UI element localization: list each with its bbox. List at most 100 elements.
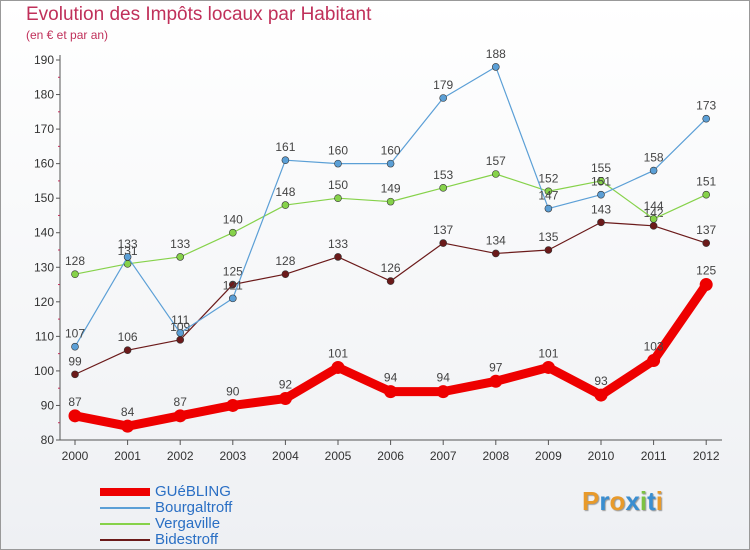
data-label-bourgaltroff: 179 [433,78,453,92]
data-label-bidestroff: 128 [275,254,295,268]
data-point-vergaville [281,201,290,209]
x-tick-label: 2001 [114,449,141,463]
data-point-vergaville [702,190,711,199]
data-label-bourgaltroff: 151 [591,175,611,189]
legend-item-bourgaltroff: Bourgaltroff [100,500,350,516]
legend-swatch [100,507,150,509]
data-label-bidestroff: 134 [486,233,506,247]
data-point-gu-bling [647,354,661,368]
data-point-bidestroff [597,218,605,227]
data-point-bidestroff [123,346,132,354]
data-label-bidestroff: 133 [328,237,348,251]
legend-swatch [100,539,150,541]
x-tick-label: 2010 [588,449,615,463]
data-point-bourgaltroff [281,156,290,164]
legend-item-vergaville: Vergaville [100,516,350,532]
data-label-bourgaltroff: 161 [275,140,295,154]
data-point-bidestroff [544,246,553,254]
data-label-gu-bling: 94 [384,371,398,385]
data-label-bourgaltroff: 111 [171,313,190,327]
data-point-bourgaltroff [176,329,184,337]
legend-label: GUéBLING [155,483,231,500]
data-point-vergaville [71,270,79,278]
data-label-vergaville: 133 [170,237,190,251]
y-tick-label: 150 [34,191,54,205]
data-point-bourgaltroff [649,166,658,175]
x-tick-label: 2003 [219,449,246,463]
data-label-bourgaltroff: 160 [328,144,348,158]
legend-item-gu-bling: GUéBLING [100,484,350,500]
data-label-bourgaltroff: 188 [486,47,506,61]
data-point-gu-bling [541,360,555,374]
y-tick-label: 100 [34,364,54,378]
data-point-vergaville [176,253,184,261]
chart-subtitle: (en € et par an) [26,28,109,42]
legend-swatch [100,488,150,496]
data-point-bourgaltroff [544,204,553,213]
data-label-vergaville: 151 [696,175,716,189]
data-label-bidestroff: 109 [170,320,190,334]
data-point-bidestroff [491,249,500,258]
data-label-bourgaltroff: 121 [223,278,243,292]
legend-label: Vergaville [155,515,221,532]
data-label-gu-bling: 101 [538,346,558,360]
data-label-vergaville: 152 [538,171,558,185]
data-point-gu-bling [121,419,135,433]
data-point-gu-bling [436,385,450,399]
data-label-bourgaltroff: 107 [65,327,85,341]
data-point-bidestroff [281,270,290,278]
data-point-bourgaltroff [439,94,448,102]
x-tick-label: 2006 [377,449,404,463]
data-label-vergaville: 157 [486,154,506,168]
data-point-bidestroff [386,277,395,285]
x-tick-label: 2005 [325,449,352,463]
data-point-vergaville [597,177,605,185]
data-point-vergaville [649,215,658,223]
series-line-bourgaltroff [74,66,707,348]
data-point-bourgaltroff [702,114,711,123]
data-point-gu-bling [68,409,82,423]
data-label-vergaville: 155 [591,161,611,175]
data-point-bidestroff [649,222,658,230]
data-label-gu-bling: 87 [174,395,188,409]
data-label-gu-bling: 125 [696,264,716,278]
data-label-gu-bling: 94 [437,371,451,385]
data-label-gu-bling: 101 [328,346,348,360]
data-point-gu-bling [226,398,240,412]
data-label-gu-bling: 90 [226,384,240,398]
data-label-gu-bling: 93 [594,374,608,388]
data-label-vergaville: 153 [433,168,453,182]
legend-label: Bourgaltroff [155,499,233,516]
x-tick-label: 2007 [430,449,457,463]
data-label-vergaville: 149 [381,182,401,196]
x-tick-label: 2002 [167,449,194,463]
y-tick-label: 170 [34,122,54,136]
proxiti-logo: Proxiti [582,486,663,516]
data-label-bidestroff: 137 [433,223,453,237]
data-point-vergaville [229,228,237,237]
data-point-bidestroff [71,370,79,379]
y-tick-label: 140 [34,226,54,240]
data-label-vergaville: 148 [275,185,295,199]
data-label-gu-bling: 103 [644,340,664,354]
data-point-gu-bling [384,385,398,399]
data-label-gu-bling: 92 [279,378,293,392]
data-label-bidestroff: 137 [696,223,716,237]
data-point-bidestroff [702,239,711,247]
x-tick-label: 2004 [272,449,299,463]
data-point-gu-bling [278,392,292,406]
y-tick-label: 90 [41,398,55,412]
data-label-bidestroff: 106 [118,330,138,344]
y-tick-label: 120 [34,295,54,309]
data-point-gu-bling [331,360,345,374]
data-point-bourgaltroff [71,342,79,351]
data-point-bourgaltroff [597,190,605,199]
data-point-gu-bling [699,278,713,292]
legend-label: Bidestroff [155,531,219,548]
legend-item-bidestroff: Bidestroff [100,532,350,548]
legend-swatch [100,523,150,525]
y-tick-label: 190 [34,53,54,67]
data-point-bourgaltroff [229,294,237,303]
data-label-bourgaltroff: 147 [538,189,558,203]
